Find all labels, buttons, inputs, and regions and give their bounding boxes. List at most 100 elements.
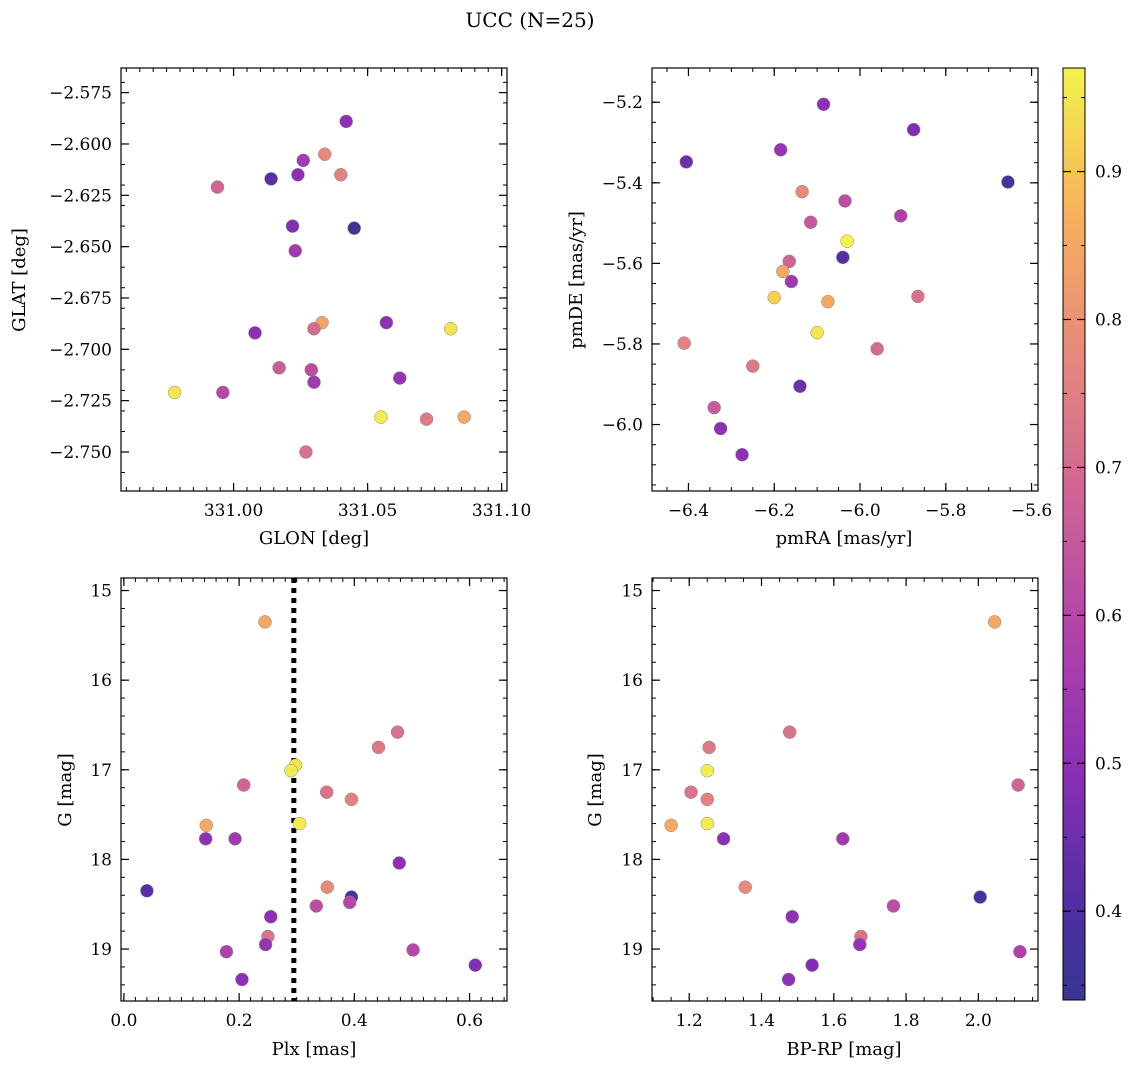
data-point: [767, 290, 781, 305]
data-point: [894, 209, 908, 223]
data-point: [264, 172, 278, 186]
data-point: [320, 880, 335, 894]
data-point: [319, 785, 334, 799]
panel-plx-g: Plx [mas] G [mag] 0.0 0.2 0.4 0.6 15 16 17 18 19: [55, 577, 508, 1060]
y-axis-label: G [mag]: [585, 753, 606, 826]
x-tick-label: −5.8: [925, 501, 966, 521]
y-tick-label: 17: [90, 761, 112, 781]
x-tick-label: 331.00: [204, 501, 263, 521]
x-tick-label: 331.05: [338, 501, 397, 521]
data-point: [219, 944, 234, 959]
y-tick-label: −2.625: [49, 186, 112, 206]
data-point: [679, 155, 694, 169]
data-point: [307, 322, 321, 336]
x-tick-label: 331.10: [472, 501, 531, 521]
data-point: [443, 322, 458, 336]
y-tick-label: 19: [621, 940, 643, 960]
y-tick-label: −2.725: [49, 392, 112, 412]
data-point: [836, 832, 850, 846]
data-point: [838, 194, 852, 208]
data-point: [216, 385, 230, 400]
panel-pmra-pmde: pmRA [mas/yr] pmDE [mas/yr] −6.4 −6.2 −6.0…: [566, 67, 1052, 549]
data-point: [782, 725, 797, 739]
y-axis-label: G [mag]: [55, 753, 76, 826]
data-point: [836, 250, 850, 265]
x-tick-label: −5.6: [1011, 501, 1052, 521]
y-tick-label: −2.700: [49, 340, 112, 360]
panel-bprp-g: BP-RP [mag] G [mag] 1.2 1.4 1.6 1.8 2.0 15 16 1…: [585, 577, 1039, 1060]
colorbar-tick-label: 0.5: [1095, 754, 1122, 774]
data-point: [334, 168, 348, 182]
colorbar-gradient: [1062, 67, 1086, 1001]
data-point: [886, 899, 901, 913]
data-point: [468, 958, 483, 972]
data-point: [803, 215, 818, 230]
x-axis-label: GLON [deg]: [259, 528, 369, 549]
data-point: [810, 325, 824, 340]
x-axis-label: Plx [mas]: [272, 1039, 357, 1060]
y-tick-label: −5.2: [602, 93, 643, 113]
data-point: [198, 832, 213, 846]
y-axis-label: pmDE [mas/yr]: [566, 211, 587, 349]
plot-frame: [651, 577, 1039, 1002]
data-point: [911, 289, 925, 304]
data-point: [258, 937, 273, 952]
y-tick-label: 15: [90, 582, 112, 602]
data-point: [258, 615, 272, 629]
data-point: [210, 180, 225, 194]
data-point: [700, 816, 715, 831]
data-point: [140, 884, 154, 898]
data-point: [735, 447, 749, 462]
x-tick-label: 0.2: [226, 1011, 253, 1031]
colorbar-tick-label: 0.8: [1095, 310, 1122, 330]
data-point: [390, 725, 405, 739]
figure-title: UCC (N=25): [465, 8, 594, 32]
data-point: [746, 359, 760, 373]
x-tick-label: −6.0: [839, 501, 880, 521]
y-tick-label: −5.4: [602, 174, 643, 194]
data-point: [419, 412, 434, 426]
data-point: [248, 326, 262, 340]
data-point: [700, 792, 715, 807]
colorbar: 0.4 0.5 0.6 0.7 0.8 0.9: [1062, 67, 1122, 1001]
data-point: [870, 342, 884, 356]
data-point: [304, 363, 319, 377]
plot-frame: [651, 67, 1039, 492]
data-point: [1001, 175, 1015, 189]
y-tick-label: 16: [90, 671, 112, 691]
data-point: [291, 168, 305, 182]
y-tick-label: 16: [621, 671, 643, 691]
data-point: [795, 184, 809, 199]
data-point: [1013, 944, 1027, 959]
data-point: [776, 264, 790, 279]
data-point: [716, 832, 731, 846]
data-point: [406, 943, 420, 957]
x-tick-label: −6.4: [668, 501, 709, 521]
y-tick-label: 18: [621, 850, 643, 870]
x-tick-label: 0.6: [456, 1011, 483, 1031]
data-point: [840, 234, 854, 248]
y-tick-label: 17: [621, 761, 643, 781]
y-tick-label: −2.600: [49, 135, 112, 155]
x-axis-label: pmRA [mas/yr]: [776, 528, 913, 549]
data-point: [288, 244, 302, 258]
data-point: [347, 221, 361, 235]
data-point: [199, 818, 214, 833]
data-point: [299, 445, 313, 459]
data-point: [785, 910, 799, 924]
data-point: [296, 153, 311, 168]
colorbar-tick-label: 0.9: [1095, 163, 1122, 183]
x-tick-label: 1.8: [893, 1011, 920, 1031]
x-tick-label: 1.6: [820, 1011, 847, 1031]
x-tick-label: 2.0: [965, 1011, 992, 1031]
colorbar-tick-label: 0.7: [1095, 458, 1122, 478]
data-point: [793, 379, 807, 394]
data-point: [374, 410, 388, 424]
data-point: [309, 899, 324, 913]
data-point: [339, 114, 353, 129]
data-point: [700, 763, 715, 778]
y-tick-label: −2.675: [49, 289, 112, 309]
data-point: [235, 972, 249, 987]
x-tick-label: 0.4: [341, 1011, 368, 1031]
